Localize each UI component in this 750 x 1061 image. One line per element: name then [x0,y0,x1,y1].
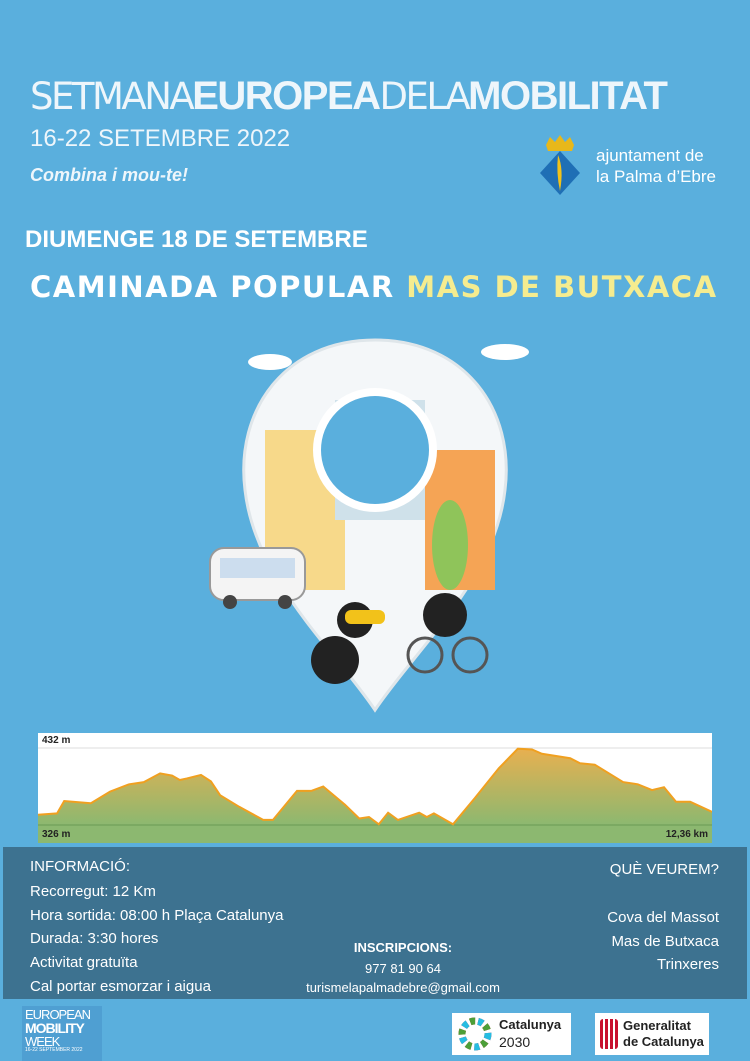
registration-email[interactable]: turismelapalmadebre@gmail.com [306,980,500,995]
info-line: Cal portar esmorzar i aigua [30,978,211,995]
info-panel: INFORMACIÓ: Recorregut: 12 Km Hora sorti… [3,847,747,999]
see-heading: QUÈ VEUREM? [609,861,719,878]
sdg-wheel-icon [458,1017,492,1051]
registration-phone: 977 81 90 64 [365,961,441,976]
logo-text: EUROPEAN [25,1007,91,1022]
info-line: Recorregut: 12 Km [30,883,156,900]
info-line: Durada: 3:30 hores [30,930,159,947]
municipality-name: ajuntament de la Palma d’Ebre [596,145,716,187]
title-part: MOBILITAT [468,74,668,118]
y-max-label: 432 m [42,735,71,746]
chart-base-band [38,825,712,843]
registration-heading: INSCRIPCIONS: [353,940,453,955]
coat-of-arms-icon [540,135,580,195]
event-title-yellow: MAS DE BUTXACA [406,270,718,304]
slogan: Combina i mou-te! [30,165,188,185]
logo-text: MOBILITY [25,1020,85,1036]
info-line: Hora sortida: 08:00 h Plaça Catalunya [30,907,284,924]
catalunya-2030-logo: Catalunya 2030 [452,1013,571,1055]
see-item: Mas de Butxaca [611,933,719,950]
logo-text: 16-22 SEPTEMBER 2022 [25,1047,83,1053]
cloud-icon [248,354,292,370]
cyclist-icon [423,593,467,637]
logo-text: de Catalunya [623,1034,704,1049]
logo-text: WEEK [25,1034,60,1049]
y-min-label: 326 m [42,829,71,840]
campaign-dates: 16-22 SETEMBRE 2022 [30,125,291,152]
event-date: DIUMENGE 18 DE SETEMBRE [25,226,368,253]
municipality-line: ajuntament de [596,146,704,165]
elevation-line [38,747,712,826]
european-mobility-week-logo: EUROPEAN MOBILITY WEEK 16-22 SEPTEMBER 2… [22,1006,102,1061]
character-icon [311,636,359,684]
municipality-line: la Palma d’Ebre [596,167,717,186]
logo-text: 2030 [499,1034,531,1050]
logo-text: Generalitat [623,1018,691,1033]
see-item: Trinxeres [657,956,719,973]
elevation-svg [38,747,712,843]
title-part: DELA [379,75,471,118]
campaign-title: SETMANAEUROPEADELAMOBILITAT [30,74,668,119]
event-title: CAMINADA POPULAR MAS DE BUTXACA [30,270,718,304]
title-part: SETMANA [30,75,195,118]
logo-text: Catalunya [499,1017,562,1032]
elevation-area [38,748,712,825]
info-heading: INFORMACIÓ: [30,858,130,875]
info-line: Activitat gratuïta [30,954,138,971]
elevation-profile-chart: 432 m 326 m 12,36 km [38,733,712,843]
senyera-icon [600,1019,618,1049]
cloud-icon [481,344,529,360]
generalitat-logo: Generalitat de Catalunya [595,1013,709,1055]
event-title-white: CAMINADA POPULAR [30,270,395,304]
title-part: EUROPEA [192,74,381,118]
x-max-label: 12,36 km [665,829,708,840]
map-pin-illustration [209,338,529,713]
see-item: Cova del Massot [607,909,719,926]
